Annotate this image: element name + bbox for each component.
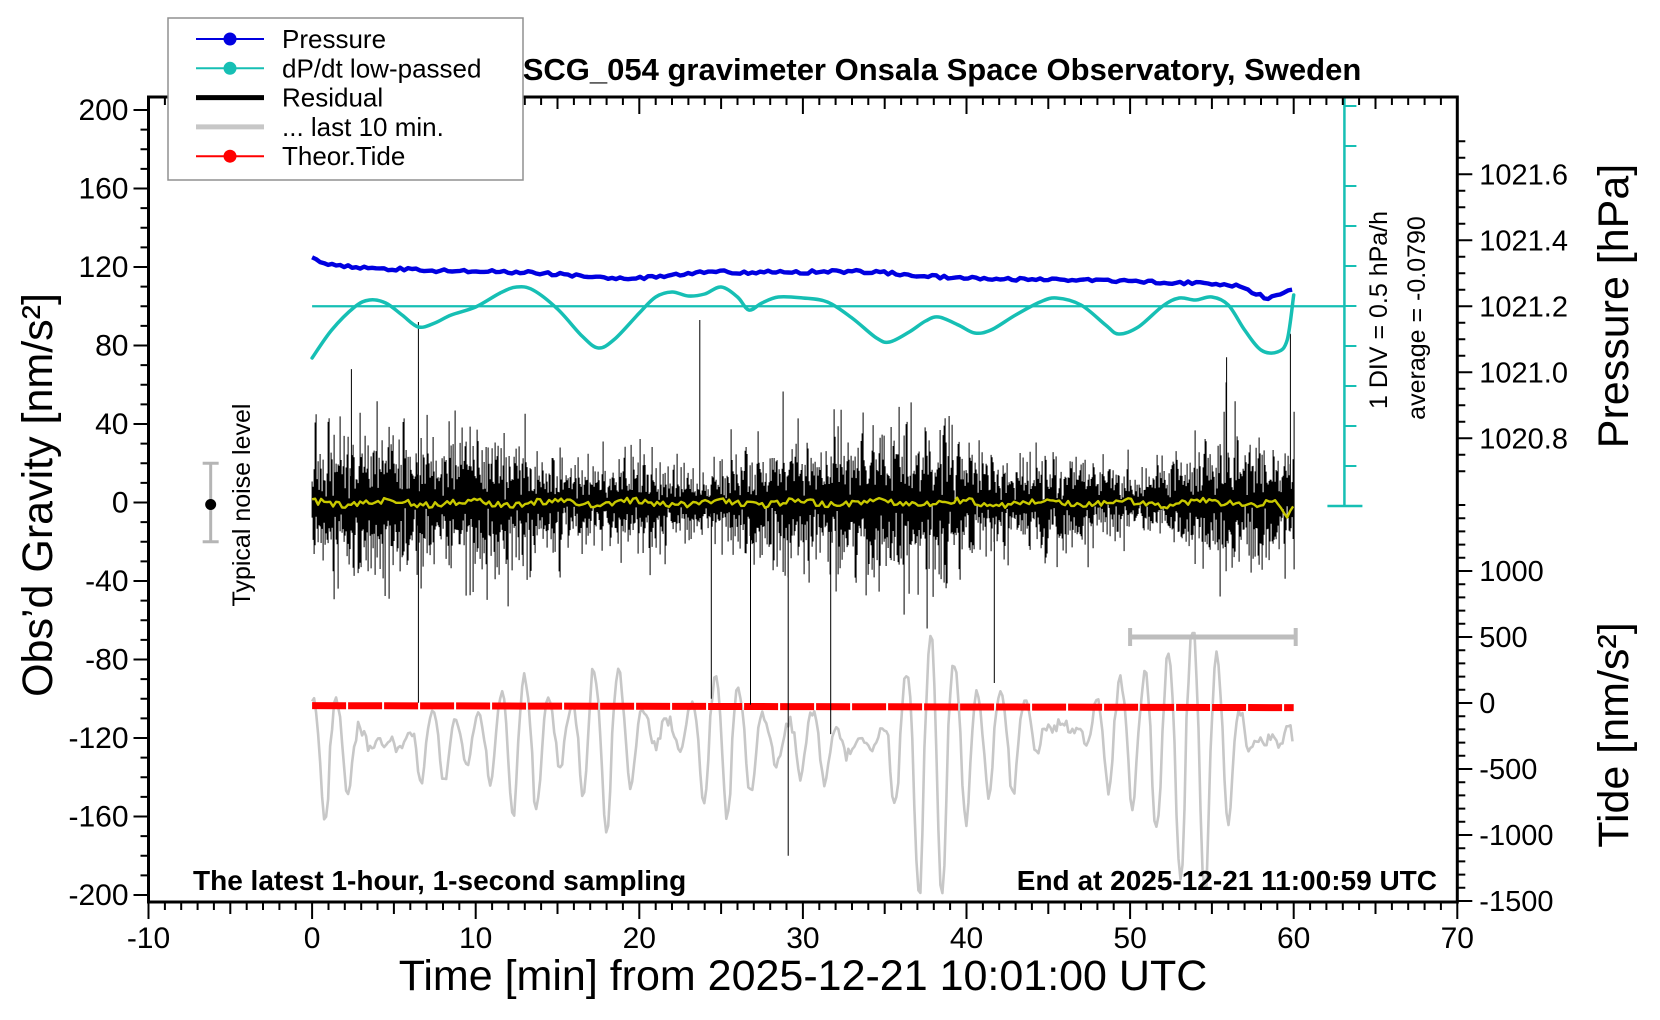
gravity-tick-label: -160 <box>68 801 128 834</box>
figure-title: SCG_054 gravimeter Onsala Space Observat… <box>523 52 1362 87</box>
x-axis-title: Time [min] from 2025-12-21 10:01:00 UTC <box>399 952 1208 1000</box>
tide-tick-label: -1000 <box>1479 820 1553 852</box>
tide-tick-label: -500 <box>1479 754 1537 786</box>
tide-axis-title: Tide [nm/s²] <box>1590 622 1638 847</box>
x-tick-label: 70 <box>1441 922 1474 955</box>
tide-tick-label: 1000 <box>1479 556 1544 588</box>
gravity-tick-label: 200 <box>78 94 128 127</box>
x-tick-label: 50 <box>1113 922 1146 955</box>
axis-tick-labels: -10 0 10 20 30 40 50 60 70 200 160 120 80 40 0 -40 -80 -1… <box>68 94 1568 955</box>
residual-noise <box>311 320 1295 856</box>
legend-dot-sample <box>223 32 237 46</box>
pressure-line <box>311 255 1293 302</box>
legend-item: Pressure <box>196 24 386 54</box>
gravity-tick-label: -80 <box>85 644 128 677</box>
noise-level-annotation: Typical noise level <box>228 404 256 607</box>
last-10-min-curve <box>311 631 1294 895</box>
tide-tick-label: 0 <box>1479 688 1495 720</box>
pressure-curve <box>311 255 1293 302</box>
sampling-note: The latest 1-hour, 1-second sampling <box>193 865 686 896</box>
legend-item-label: Residual <box>282 83 383 113</box>
gravity-tick-label: 0 <box>112 487 129 520</box>
legend-item: Theor.Tide <box>196 141 405 171</box>
lowpass-curve <box>311 496 1295 519</box>
gravity-tick-label: -120 <box>68 722 128 755</box>
last-10-min-bracket <box>1128 628 1298 646</box>
x-tick-label: 40 <box>950 922 983 955</box>
legend-dot-sample <box>223 149 237 163</box>
legend-item: ... last 10 min. <box>196 112 444 142</box>
legend-item-label: Theor.Tide <box>282 141 405 171</box>
legend-item-label: Pressure <box>282 24 386 54</box>
div-scale-annotation: 1 DIV = 0.5 hPa/h <box>1365 211 1393 409</box>
end-time-note: End at 2025-12-21 11:00:59 UTC <box>1017 865 1437 896</box>
pressure-tick-label: 1021.0 <box>1479 357 1568 389</box>
legend-item-label: ... last 10 min. <box>282 112 444 142</box>
x-tick-label: -10 <box>127 922 170 955</box>
tide-tick-label: 500 <box>1479 622 1527 654</box>
pressure-tick-label: 1020.8 <box>1479 423 1568 455</box>
residual-trace <box>311 320 1295 856</box>
pressure-tick-label: 1021.6 <box>1479 159 1568 191</box>
dpdt-lowpassed-curve <box>310 284 1296 360</box>
x-tick-label: 20 <box>623 922 656 955</box>
pressure-tick-label: 1021.2 <box>1479 291 1568 323</box>
theor-tide <box>312 702 1294 712</box>
x-tick-label: 10 <box>459 922 492 955</box>
pressure-axis-title: Pressure [hPa] <box>1590 164 1638 448</box>
gravity-tick-label: -200 <box>68 879 128 912</box>
x-tick-label: 30 <box>786 922 819 955</box>
noise-dot <box>205 499 217 510</box>
pressure-tick-label: 1021.4 <box>1479 225 1568 257</box>
legend-item: Residual <box>196 83 383 113</box>
gravity-tick-label: 120 <box>78 251 128 284</box>
lowpass-residual-curve <box>311 496 1295 519</box>
noise-level-marker <box>202 461 219 544</box>
gravity-tick-label: 40 <box>95 408 128 441</box>
theoretical-tide-line <box>312 702 1294 712</box>
x-tick-label: 60 <box>1277 922 1310 955</box>
x-tick-label: 0 <box>304 922 321 955</box>
gravity-axis-title: Obs’d Gravity [nm/s²] <box>14 293 62 697</box>
average-annotation: average = -0.0790 <box>1403 216 1431 420</box>
legend-item-label: dP/dt low-passed <box>282 53 481 83</box>
gravity-tick-label: 160 <box>78 173 128 206</box>
last-10-min-trace <box>311 631 1294 895</box>
gravity-tick-label: -40 <box>85 565 128 598</box>
dpdt-curve <box>310 284 1296 360</box>
tide-tick-label: -1500 <box>1479 886 1553 918</box>
legend-dot-sample <box>223 61 237 75</box>
legend-item: dP/dt low-passed <box>196 53 481 83</box>
gravity-tick-label: 80 <box>95 330 128 363</box>
dpdt-scale-ruler <box>312 97 1363 508</box>
